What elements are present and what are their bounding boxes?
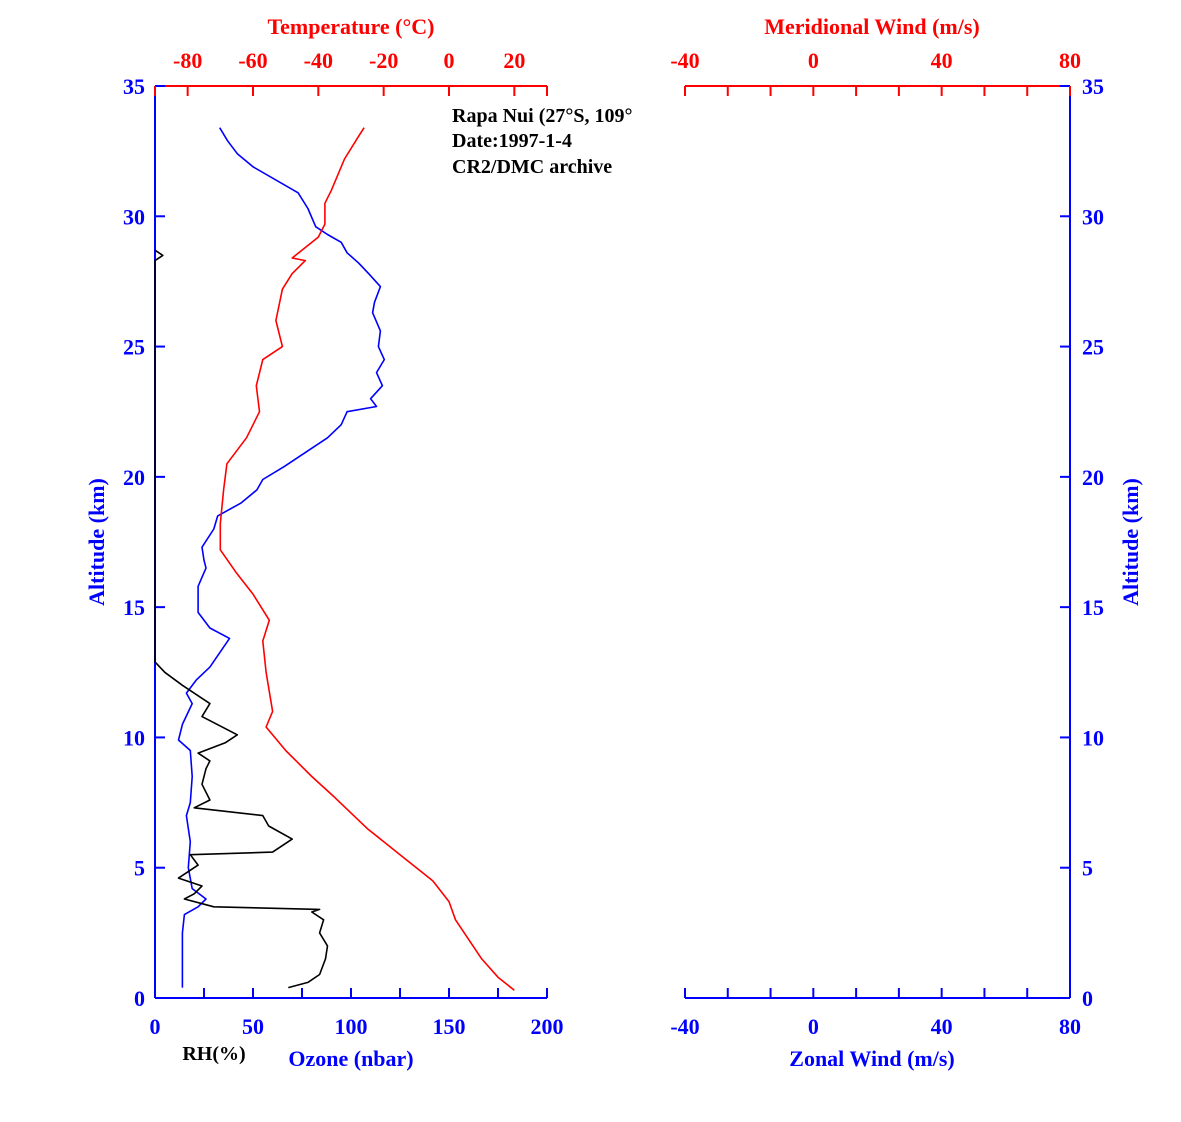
bottom-axis-tick-label: -40 xyxy=(670,1014,699,1039)
ozone-profile-line xyxy=(177,127,386,988)
bottom-axis-tick-label: 50 xyxy=(242,1014,264,1039)
station-info-line: Rapa Nui (27°S, 109° xyxy=(452,105,632,127)
altitude-axis-label-right: Altitude (km) xyxy=(1118,478,1143,606)
temperature-axis-label: Temperature (°C) xyxy=(267,14,434,39)
altitude-tick-label: 20 xyxy=(123,465,145,490)
station-info: Rapa Nui (27°S, 109° Date:1997-1-4 CR2/D… xyxy=(452,105,632,178)
top-axis-tick-label: 80 xyxy=(1059,48,1081,73)
altitude-axis-label: Altitude (km) xyxy=(84,478,109,606)
wind-panel-ticks: 0 5 10 15 20 25 30 35 -40 0 40 80 -40 0 40 80 xyxy=(670,48,1104,1039)
bottom-axis-tick-label: 40 xyxy=(931,1014,953,1039)
zonal-wind-axis-label: Zonal Wind (m/s) xyxy=(789,1046,954,1071)
top-axis-tick-label: 0 xyxy=(808,48,819,73)
altitude-tick-label: 5 xyxy=(134,856,145,881)
altitude-tick-label: 10 xyxy=(123,725,145,750)
altitude-tick-label: 20 xyxy=(1082,465,1104,490)
top-axis-tick-label: 40 xyxy=(931,48,953,73)
altitude-tick-label: 35 xyxy=(1082,74,1104,99)
altitude-tick-label: 30 xyxy=(123,204,145,229)
bottom-axis-tick-label: 150 xyxy=(433,1014,466,1039)
top-axis-tick-label: -40 xyxy=(670,48,699,73)
altitude-tick-label: 25 xyxy=(123,335,145,360)
rh-profile-line xyxy=(154,249,329,989)
altitude-tick-label: 5 xyxy=(1082,856,1093,881)
ozone-axis-label: Ozone (nbar) xyxy=(288,1046,413,1071)
station-info-line: Date:1997-1-4 xyxy=(452,130,572,152)
top-axis-tick-label: -20 xyxy=(369,48,398,73)
bottom-axis-tick-label: 80 xyxy=(1059,1014,1081,1039)
altitude-tick-label: 25 xyxy=(1082,335,1104,360)
top-axis-tick-label: 20 xyxy=(503,48,525,73)
temperature-profile-line xyxy=(219,127,515,991)
bottom-axis-tick-label: 200 xyxy=(531,1014,564,1039)
left-panel-ticks: 0 5 10 15 20 25 30 35 0 50 100 150 200 -80 -60 -40 -20 0 2… xyxy=(123,48,564,1039)
bottom-axis-tick-label: 0 xyxy=(150,1014,161,1039)
top-axis-tick-label: 0 xyxy=(444,48,455,73)
top-axis-tick-label: -60 xyxy=(238,48,267,73)
altitude-tick-label: 30 xyxy=(1082,204,1104,229)
altitude-tick-label: 10 xyxy=(1082,725,1104,750)
altitude-tick-label: 0 xyxy=(134,986,145,1011)
altitude-tick-label: 0 xyxy=(1082,986,1093,1011)
rh-axis-label: RH(%) xyxy=(182,1043,245,1065)
bottom-axis-tick-label: 0 xyxy=(808,1014,819,1039)
station-info-line: CR2/DMC archive xyxy=(452,156,612,178)
meridional-wind-axis-label: Meridional Wind (m/s) xyxy=(764,14,980,39)
profile-panel: 0 5 10 15 20 25 30 35 0 50 100 150 200 -80 -60 -40 -20 0 2… xyxy=(84,14,632,1071)
top-axis-tick-label: -40 xyxy=(304,48,333,73)
top-axis-tick-label: -80 xyxy=(173,48,202,73)
wind-panel: 0 5 10 15 20 25 30 35 -40 0 40 80 -40 0 40 80 Altitude … xyxy=(670,14,1143,1071)
altitude-tick-label: 35 xyxy=(123,74,145,99)
left-panel-series xyxy=(154,127,515,991)
bottom-axis-tick-label: 100 xyxy=(335,1014,368,1039)
altitude-tick-label: 15 xyxy=(1082,595,1104,620)
altitude-tick-label: 15 xyxy=(123,595,145,620)
